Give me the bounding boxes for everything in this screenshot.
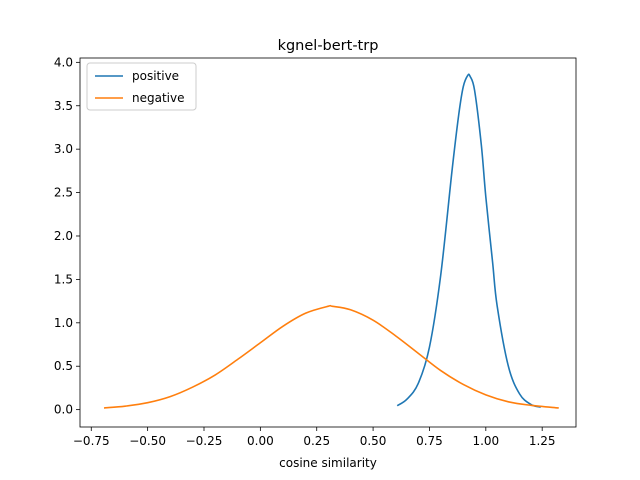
y-tick-label: 2.0: [54, 229, 73, 243]
y-tick-label: 3.5: [54, 99, 73, 113]
y-tick-label: 3.0: [54, 142, 73, 156]
x-tick-label: −0.50: [129, 434, 166, 448]
y-tick-label: 2.5: [54, 186, 73, 200]
y-tick-label: 1.5: [54, 272, 73, 286]
x-axis-ticks: −0.75 −0.50 −0.25 0.00 0.25 0.50 0.75 1.00 1.25: [73, 427, 556, 448]
x-tick-label: 0.25: [303, 434, 330, 448]
x-axis-label: cosine similarity: [279, 456, 377, 470]
y-tick-label: 4.0: [54, 55, 73, 69]
x-tick-label: 0.00: [247, 434, 274, 448]
chart-title: kgnel-bert-trp: [278, 38, 379, 54]
series-line-negative: [103, 304, 559, 409]
plot-area: [103, 73, 559, 409]
x-tick-label: 0.50: [360, 434, 387, 448]
y-tick-label: 1.0: [54, 316, 73, 330]
y-tick-label: 0.5: [54, 359, 73, 373]
x-tick-label: 0.75: [416, 434, 443, 448]
legend-label-negative: negative: [132, 91, 184, 105]
y-axis-ticks: 0.0 0.5 1.0 1.5 2.0 2.5 3.0 3.5 4.0: [54, 55, 80, 417]
x-tick-label: −0.25: [186, 434, 223, 448]
x-tick-label: 1.25: [529, 434, 556, 448]
y-tick-label: 0.0: [54, 403, 73, 417]
legend: positive negative: [86, 62, 197, 111]
series-line-positive: [396, 73, 541, 409]
x-tick-label: −0.75: [73, 434, 110, 448]
legend-label-positive: positive: [132, 69, 179, 83]
axes-frame: [79, 57, 577, 428]
x-tick-label: 1.00: [472, 434, 499, 448]
